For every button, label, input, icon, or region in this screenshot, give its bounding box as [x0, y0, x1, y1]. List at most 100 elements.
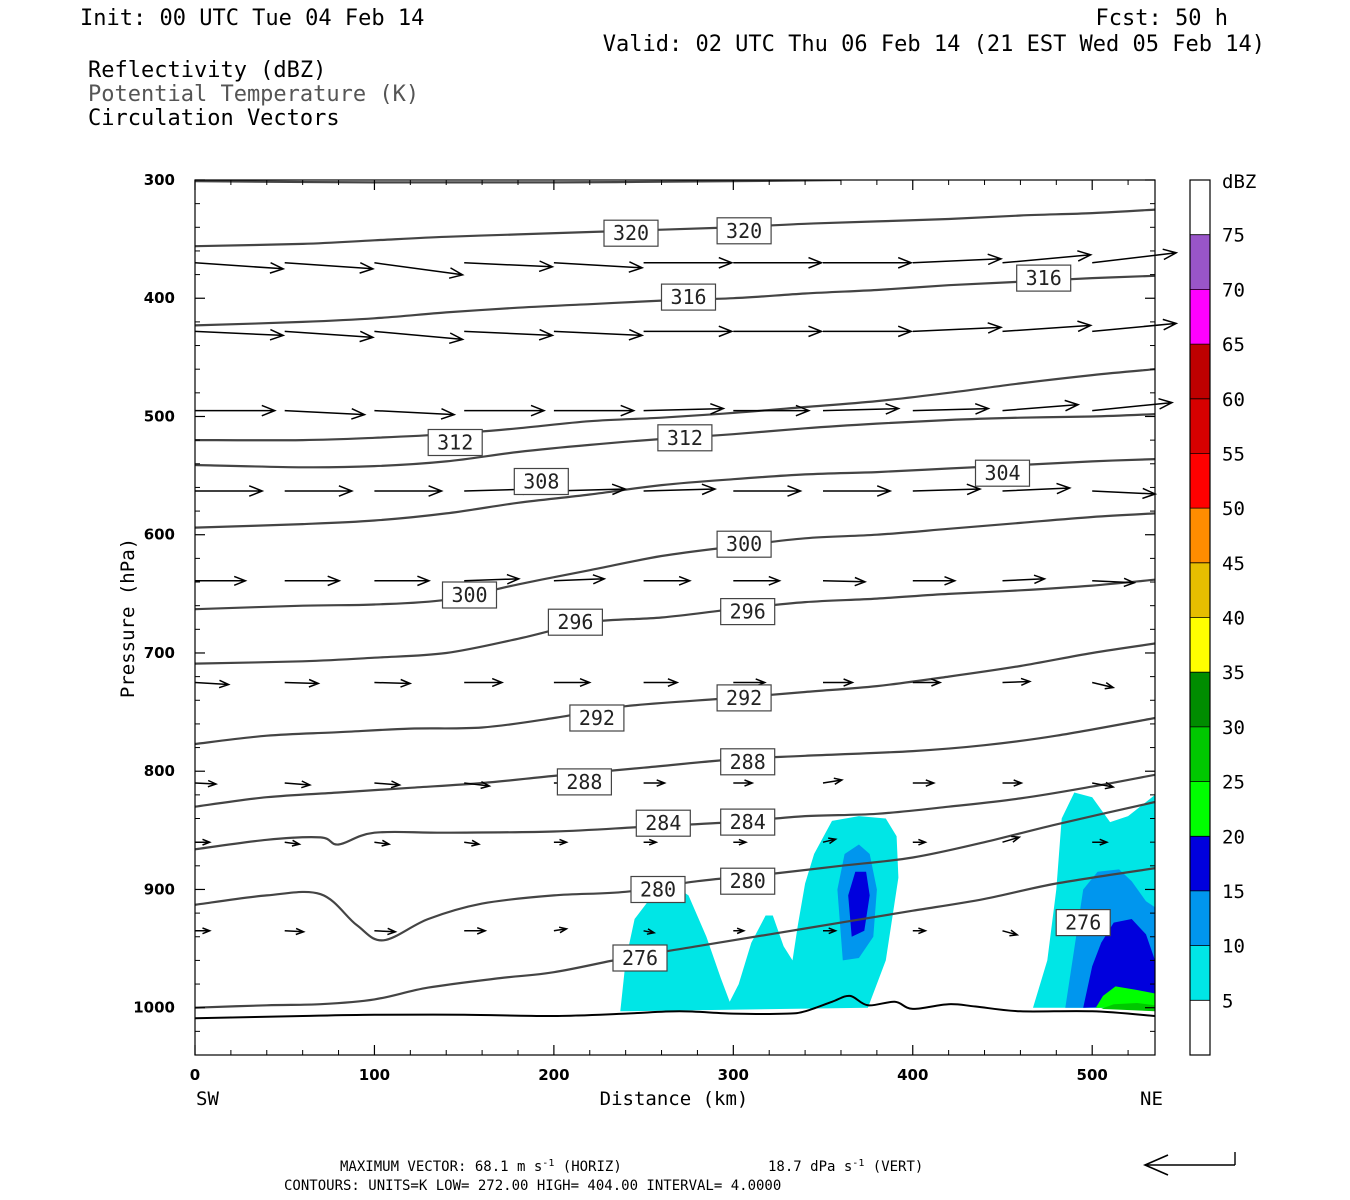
colorbar-swatch: [1190, 672, 1210, 727]
circulation-vector: [464, 404, 547, 417]
contour-label-text: 280: [730, 869, 766, 893]
reflectivity-fill-layer: [620, 792, 1155, 1012]
contour-label-284: 284: [720, 808, 776, 836]
colorbar-swatch: [1190, 781, 1210, 837]
theta-contour-300: [195, 512, 1155, 611]
colorbar-swatch: [1190, 617, 1210, 673]
init-time: Init: 00 UTC Tue 04 Feb 14: [80, 6, 424, 31]
reflectivity-region-5dbz: [620, 816, 899, 1012]
circulation-vector: [284, 927, 306, 936]
circulation-vector: [823, 485, 893, 497]
colorbar-level-label: 30: [1222, 717, 1245, 739]
circulation-vector: [643, 402, 726, 415]
contour-label-box: [720, 808, 776, 836]
x-tick-label: 200: [538, 1066, 569, 1084]
field-circulation-vectors: Circulation Vectors: [88, 106, 340, 131]
circulation-vector: [464, 677, 505, 688]
contour-label-316: 316: [1016, 264, 1072, 292]
circulation-vector: [643, 575, 692, 586]
colorbar-swatch: [1190, 890, 1210, 946]
circulation-vector: [464, 839, 481, 847]
x-tick-label: 0: [190, 1066, 200, 1084]
circulation-vector: [823, 256, 914, 269]
circulation-vector: [553, 678, 592, 687]
colorbar-level-label: 10: [1222, 936, 1245, 958]
circulation-vector: [733, 485, 803, 497]
theta-contour-324: [195, 180, 842, 184]
colorbar-level-label: 25: [1222, 772, 1245, 794]
axis-ticks: 300 400 500 600 700 800 900 1000 0 100 200 300 400 50…: [133, 171, 1155, 1084]
contour-label-284: 284: [635, 809, 691, 837]
circulation-vector: [733, 404, 811, 417]
circulation-vector: [912, 678, 943, 687]
contour-label-box: [547, 608, 604, 636]
terrain-layer: [195, 994, 1155, 1020]
colorbar-swatch: [1190, 180, 1210, 235]
circulation-vector: [1002, 399, 1081, 412]
contours-info: CONTOURS: UNITS=K LOW= 272.00 HIGH= 404.…: [284, 1178, 781, 1194]
circulation-vector: [464, 260, 555, 273]
x-tick-label: 100: [359, 1066, 390, 1084]
colorbar-level-label: 35: [1222, 662, 1245, 684]
contour-label-box: [974, 459, 1031, 487]
colorbar-level-label: 75: [1222, 225, 1245, 247]
circulation-vector: [912, 253, 1004, 266]
circulation-vector: [284, 330, 375, 343]
circulation-vector: [1002, 320, 1093, 333]
contour-label-box: [427, 428, 483, 457]
circulation-vector: [194, 779, 219, 788]
colorbar-swatch: [1190, 344, 1210, 399]
contour-label-box: [657, 424, 713, 452]
circulation-vector: [822, 777, 844, 785]
contour-label-box: [720, 748, 776, 776]
plot-frame: [194, 179, 1156, 1056]
circulation-vector: [912, 322, 1004, 334]
circulation-vector: [823, 325, 914, 338]
valid-time: Valid: 02 UTC Thu 06 Feb 14 (21 EST Wed …: [603, 32, 1265, 57]
x-tick-label: 300: [718, 1066, 749, 1084]
field-reflectivity: Reflectivity (dBZ): [88, 58, 326, 83]
circulation-vector: [1002, 482, 1072, 495]
circulation-vector: [1092, 577, 1137, 588]
colorbar-swatch: [1190, 508, 1210, 563]
circulation-vector: [643, 779, 667, 787]
circulation-vector: [1002, 929, 1020, 937]
colorbar-swatch: [1190, 726, 1210, 782]
circulation-vector: [1002, 250, 1093, 264]
circulation-vector: [553, 574, 607, 585]
reflectivity-region-20dbz: [1095, 986, 1155, 1008]
circulation-vector: [1092, 318, 1179, 333]
circulation-vector: [643, 256, 734, 269]
contour-label-text: 280: [640, 878, 676, 902]
circulation-vector: [553, 838, 569, 846]
contour-label-292: 292: [716, 684, 772, 712]
contour-label-text: 312: [667, 426, 703, 450]
circulation-vector: [195, 927, 212, 935]
reference-vector-icon: [1142, 1152, 1236, 1176]
circulation-vector: [284, 575, 342, 587]
contour-label-box: [569, 704, 625, 732]
y-axis-label: Pressure (hPa): [117, 538, 139, 698]
contour-label-box: [716, 684, 772, 712]
colorbar-level-label: 50: [1222, 498, 1245, 520]
theta-contour-320: [195, 208, 1155, 248]
max-vector-text: MAXIMUM VECTOR: 68.1 m s-1 (HORIZ) 18.7 d…: [340, 1158, 923, 1175]
y-tick-label: 900: [144, 880, 175, 898]
circulation-vector: [374, 678, 413, 688]
contour-label-box: [630, 875, 686, 904]
x-axis-right-label: NE: [1140, 1088, 1163, 1110]
circulation-vector: [374, 330, 465, 345]
contour-label-box: [716, 530, 772, 558]
contour-label-box: [720, 867, 776, 895]
contour-label-text: 320: [726, 219, 762, 243]
colorbar-swatch: [1190, 398, 1210, 454]
colorbar-level-label: 70: [1222, 279, 1245, 301]
contour-label-text: 288: [730, 750, 766, 774]
circulation-vector: [464, 573, 521, 585]
colorbar-swatch: [1190, 289, 1210, 345]
y-tick-label: 500: [144, 407, 175, 425]
contour-label-312: 312: [427, 428, 483, 457]
circulation-vector: [822, 402, 901, 415]
forecast-hour: Fcst: 50 h: [1096, 6, 1228, 31]
